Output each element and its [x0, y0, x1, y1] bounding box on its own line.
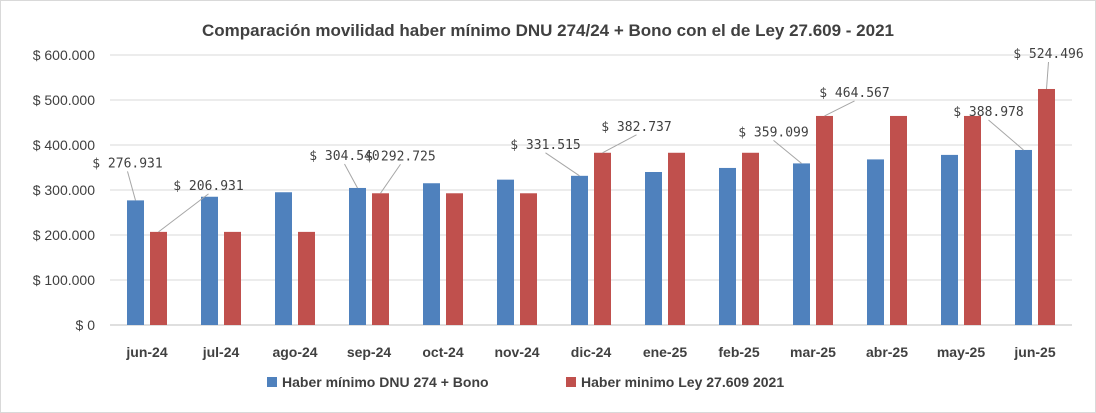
bar-dnu-oct-24 [423, 183, 440, 325]
x-tick-label: jun-24 [125, 344, 167, 360]
bar-ley-jul-24 [224, 231, 241, 325]
data-label: $ 464.567 [819, 86, 889, 101]
data-label: $ 382.737 [601, 120, 671, 135]
data-label-leader [988, 119, 1024, 151]
x-tick-label: abr-25 [866, 344, 908, 360]
bar-dnu-ago-24 [275, 192, 292, 325]
data-label-leader [127, 171, 136, 201]
bar-dnu-abr-25 [867, 159, 884, 325]
data-label: $ 331.515 [510, 138, 580, 153]
x-tick-label: oct-24 [422, 344, 463, 360]
bar-ley-ago-24 [298, 231, 315, 325]
bar-ley-may-25 [964, 115, 981, 325]
bar-dnu-jun-24 [127, 200, 144, 325]
data-label-leader [380, 163, 401, 194]
legend-swatch [566, 377, 576, 387]
y-tick-label: $ 600.000 [33, 47, 95, 63]
bar-dnu-sep-24 [349, 187, 366, 325]
bar-ley-oct-24 [446, 193, 463, 325]
bar-ley-mar-25 [816, 115, 833, 325]
data-label: $ 524.496 [1013, 47, 1083, 62]
x-tick-label: mar-25 [790, 344, 836, 360]
bar-ley-jun-24 [150, 231, 167, 325]
bar-dnu-mar-25 [793, 163, 810, 325]
bar-dnu-dic-24 [571, 175, 588, 325]
bar-ley-sep-24 [372, 193, 389, 325]
bar-dnu-may-25 [941, 154, 958, 325]
y-tick-label: $ 200.000 [33, 227, 95, 243]
legend-label: Haber minimo Ley 27.609 2021 [581, 374, 784, 390]
y-tick-label: $ 0 [76, 317, 96, 333]
y-tick-label: $ 500.000 [33, 92, 95, 108]
legend-swatch [267, 377, 277, 387]
data-label-leader [344, 163, 358, 189]
legend-label: Haber mínimo DNU 274 + Bono [282, 374, 489, 390]
x-tick-label: feb-25 [718, 344, 759, 360]
bar-ley-dic-24 [594, 152, 611, 325]
chart-title: Comparación movilidad haber mínimo DNU 2… [202, 21, 894, 40]
y-tick-label: $ 300.000 [33, 182, 95, 198]
bar-dnu-feb-25 [719, 167, 736, 325]
bar-ley-jun-25 [1038, 88, 1055, 325]
data-label: $ 388.978 [953, 105, 1023, 120]
data-label-leader [1046, 61, 1049, 90]
data-label-leader [824, 100, 855, 117]
data-label-leader [158, 193, 209, 233]
bar-dnu-jul-24 [201, 196, 218, 325]
x-tick-label: jul-24 [202, 344, 240, 360]
data-label-leader [773, 140, 802, 164]
bar-ley-feb-25 [742, 152, 759, 325]
data-label: $ 359.099 [738, 125, 808, 140]
y-tick-label: $ 400.000 [33, 137, 95, 153]
bar-dnu-ene-25 [645, 172, 662, 325]
bar-ley-abr-25 [890, 115, 907, 325]
x-tick-label: sep-24 [347, 344, 392, 360]
data-label: $ 304.540 [309, 149, 379, 164]
bar-dnu-nov-24 [497, 179, 514, 325]
data-label-leader [545, 152, 580, 177]
data-label: $ 206.931 [173, 179, 243, 194]
x-tick-label: dic-24 [571, 344, 612, 360]
data-label: $ 276.931 [92, 156, 162, 171]
x-tick-label: ago-24 [272, 344, 317, 360]
data-label-leader [602, 134, 637, 154]
y-tick-label: $ 100.000 [33, 272, 95, 288]
x-tick-label: jun-25 [1013, 344, 1055, 360]
data-label: $ 292.725 [365, 149, 435, 164]
x-tick-label: ene-25 [643, 344, 688, 360]
x-tick-label: may-25 [937, 344, 985, 360]
bar-ley-nov-24 [520, 193, 537, 325]
bar-dnu-jun-25 [1015, 149, 1032, 325]
bar-ley-ene-25 [668, 152, 685, 325]
x-tick-label: nov-24 [494, 344, 539, 360]
